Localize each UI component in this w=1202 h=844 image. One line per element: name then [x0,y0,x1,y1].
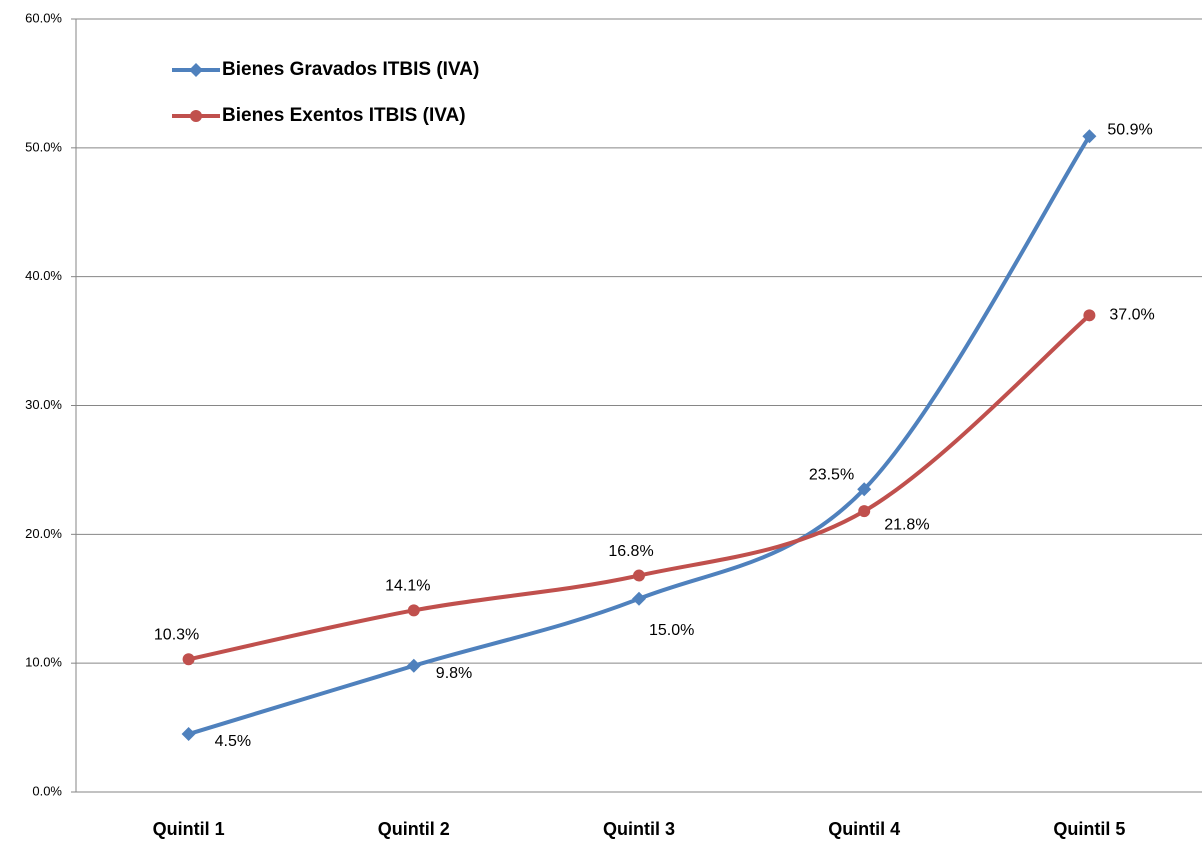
series-line [188,135,1092,736]
legend-label: Bienes Exentos ITBIS (IVA) [222,105,466,126]
data-point [1082,129,1097,144]
data-point [406,658,421,673]
data-point [407,604,420,617]
legend-marker [190,110,202,122]
data-point [182,653,195,666]
data-point [858,505,871,518]
data-label: 37.0% [1109,307,1154,324]
y-tick-label: 10.0% [25,655,62,670]
legend-marker [189,63,203,77]
x-tick-label: Quintil 2 [378,819,450,839]
data-point [857,482,872,497]
y-tick-label: 0.0% [32,783,62,798]
x-tick-label: Quintil 4 [828,819,900,839]
data-label: 14.1% [385,578,430,595]
x-tick-label: Quintil 5 [1053,819,1125,839]
y-tick-label: 40.0% [25,268,62,283]
data-label: 9.8% [436,665,472,682]
legend-label: Bienes Gravados ITBIS (IVA) [222,59,479,80]
data-label: 4.5% [215,733,251,750]
data-point [181,727,196,742]
data-label: 15.0% [649,622,694,639]
x-tick-label: Quintil 1 [153,819,225,839]
data-label: 21.8% [884,516,929,533]
data-point [1083,309,1096,322]
y-tick-label: 50.0% [25,139,62,154]
data-label: 23.5% [809,466,854,483]
y-tick-label: 60.0% [25,10,62,25]
y-tick-label: 30.0% [25,397,62,412]
x-tick-label: Quintil 3 [603,819,675,839]
data-label: 10.3% [154,627,199,644]
data-point [633,569,645,582]
y-tick-label: 20.0% [25,526,62,541]
data-point [632,591,646,606]
data-label: 16.8% [608,543,653,560]
data-label: 50.9% [1107,121,1152,138]
